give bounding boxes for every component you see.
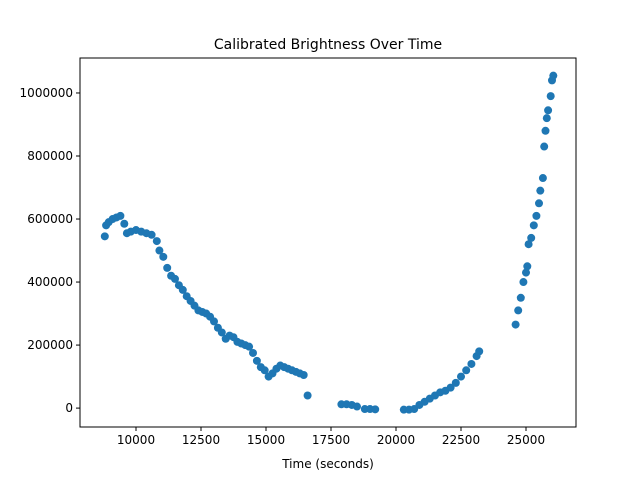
point xyxy=(529,221,538,230)
point xyxy=(535,199,544,208)
point xyxy=(536,186,545,195)
point xyxy=(178,285,187,294)
x-tick-label: 25000 xyxy=(507,433,545,447)
point xyxy=(541,126,550,135)
point xyxy=(147,230,156,239)
point xyxy=(522,268,531,277)
point xyxy=(519,278,528,287)
point xyxy=(210,317,219,326)
x-tick-label: 17500 xyxy=(312,433,350,447)
point xyxy=(116,211,125,220)
point xyxy=(540,142,549,151)
point xyxy=(475,347,484,356)
y-tick-label: 400000 xyxy=(27,275,73,289)
point xyxy=(457,372,466,381)
point xyxy=(544,106,553,115)
point xyxy=(249,348,258,357)
point xyxy=(451,378,460,387)
point xyxy=(516,293,525,302)
point xyxy=(353,402,362,411)
point xyxy=(527,233,536,242)
point xyxy=(523,262,532,271)
x-tick-label: 22500 xyxy=(442,433,480,447)
point xyxy=(217,328,226,337)
y-tick-label: 600000 xyxy=(27,212,73,226)
chart-title: Calibrated Brightness Over Time xyxy=(214,37,442,53)
point xyxy=(542,114,551,123)
point xyxy=(100,232,109,241)
point xyxy=(538,174,547,183)
point xyxy=(467,359,476,368)
point xyxy=(511,320,520,329)
point xyxy=(532,211,541,220)
point xyxy=(155,246,164,255)
point xyxy=(163,263,172,272)
point xyxy=(303,391,312,400)
plot-frame xyxy=(79,57,577,428)
point xyxy=(299,371,308,380)
x-tick-label: 15000 xyxy=(247,433,285,447)
x-tick-label: 10000 xyxy=(117,433,155,447)
point xyxy=(260,366,269,375)
point xyxy=(120,219,129,228)
point xyxy=(514,306,523,315)
y-tick-label: 0 xyxy=(65,401,73,415)
x-axis-label: Time (seconds) xyxy=(281,457,374,471)
point xyxy=(371,405,380,414)
point xyxy=(245,342,254,351)
point xyxy=(546,92,555,101)
x-tick-label: 20000 xyxy=(377,433,415,447)
point xyxy=(252,356,261,365)
point xyxy=(159,252,168,261)
point xyxy=(446,383,455,392)
y-tick-label: 800000 xyxy=(27,149,73,163)
point xyxy=(524,240,533,249)
point xyxy=(549,71,558,80)
point xyxy=(152,237,161,246)
y-tick-label: 1000000 xyxy=(20,86,73,100)
point xyxy=(171,274,180,283)
point xyxy=(462,366,471,375)
y-tick-label: 200000 xyxy=(27,338,73,352)
x-tick-label: 12500 xyxy=(182,433,220,447)
